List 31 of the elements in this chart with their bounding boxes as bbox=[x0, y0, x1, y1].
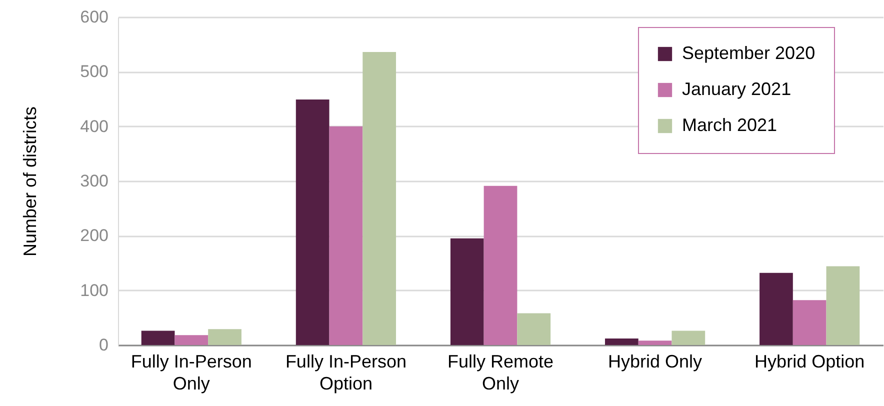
x-tick-label: Fully In-Person Option bbox=[285, 352, 406, 394]
y-tick-label: 600 bbox=[80, 8, 108, 26]
bar bbox=[329, 126, 363, 345]
bar bbox=[362, 52, 396, 345]
bar bbox=[672, 330, 706, 345]
legend-label: January 2021 bbox=[682, 79, 792, 99]
bar bbox=[484, 186, 518, 345]
bar bbox=[826, 266, 860, 345]
y-tick-label: 200 bbox=[80, 226, 108, 246]
y-tick-label: 0 bbox=[99, 336, 108, 354]
legend-label: March 2021 bbox=[682, 115, 778, 135]
y-tick-label: 300 bbox=[80, 172, 108, 190]
bar bbox=[604, 338, 638, 345]
y-tick-label: 100 bbox=[80, 280, 108, 300]
y-tick-label: 500 bbox=[80, 62, 108, 82]
x-tick-label: Hybrid Option bbox=[754, 352, 865, 372]
bar bbox=[792, 300, 826, 345]
bar bbox=[296, 100, 330, 345]
legend-label: September 2020 bbox=[682, 43, 816, 63]
x-tick-label: Fully Remote Only bbox=[447, 352, 554, 394]
bar bbox=[174, 335, 208, 345]
y-tick-label: 400 bbox=[80, 116, 108, 136]
bar bbox=[141, 330, 175, 345]
bar bbox=[517, 313, 551, 345]
x-tick-label: Hybrid Only bbox=[608, 352, 702, 372]
bar bbox=[450, 238, 484, 345]
bar bbox=[208, 329, 242, 345]
bar bbox=[638, 340, 672, 345]
bar bbox=[760, 272, 793, 345]
x-tick-label: Fully In-Person Only bbox=[130, 352, 252, 394]
y-axis-title: Number of districts bbox=[20, 106, 40, 257]
